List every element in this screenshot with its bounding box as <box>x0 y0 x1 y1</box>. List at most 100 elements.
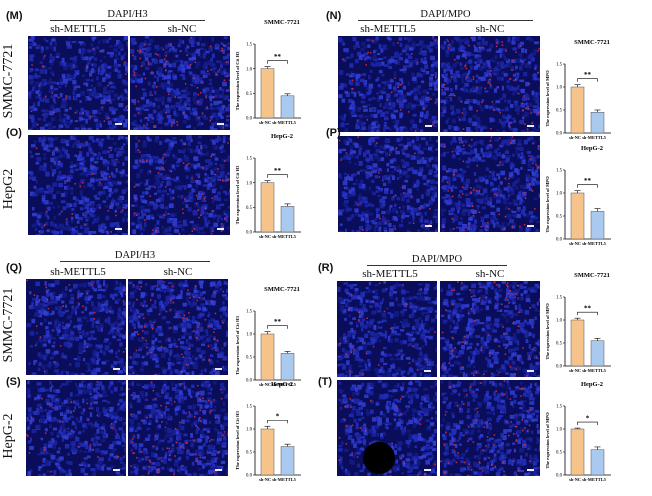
bar-sh-mettl5 <box>281 446 294 475</box>
bar-sh-mettl5 <box>591 112 604 133</box>
micrograph-r-sh-mettl5 <box>337 281 437 377</box>
stain-header-bottom-right: DAPI/MPO <box>367 254 507 266</box>
bar-sh-nc <box>571 87 584 133</box>
y-tick-label: 0.0 <box>246 117 253 122</box>
micrograph-m-sh-mettl5 <box>28 36 128 130</box>
column-label-sh-mettl5: sh-METTL5 <box>28 23 128 35</box>
x-tick-labels: sh-NC sh-METTL5 <box>259 234 297 239</box>
scale-bar <box>115 228 122 230</box>
significance-marker: * <box>586 415 590 423</box>
x-tick-labels: sh-NC sh-METTL5 <box>259 477 297 482</box>
micrograph-s-sh-nc <box>128 380 228 476</box>
bar-sh-nc <box>261 429 274 475</box>
panel-label-r: (R) <box>318 262 333 274</box>
panel-label-t: (T) <box>318 376 332 388</box>
micrograph-texture <box>130 36 230 130</box>
micrograph-texture <box>28 135 128 235</box>
x-tick-labels: sh-NC sh-METTL5 <box>569 241 607 246</box>
panel-label-q: (Q) <box>6 262 22 274</box>
scale-bar <box>424 469 431 471</box>
stain-header-top-left: DAPI/H3 <box>50 9 205 21</box>
x-tick-labels: sh-NC sh-METTL5 <box>569 477 607 482</box>
micrograph-texture <box>26 380 126 476</box>
chart-title: HepG-2 <box>271 133 293 140</box>
bar-sh-mettl5 <box>591 341 604 366</box>
bar-sh-mettl5 <box>591 211 604 239</box>
y-tick-label: 0.0 <box>556 365 563 370</box>
micrograph-p-sh-nc <box>440 136 540 232</box>
micrograph-texture <box>440 281 540 377</box>
micrograph-p-sh-mettl5 <box>338 136 438 232</box>
panel-label-o: (O) <box>6 127 22 139</box>
panel-label-m: (M) <box>6 10 23 22</box>
micrograph-m-sh-nc <box>130 36 230 130</box>
significance-marker: * <box>276 413 280 421</box>
row-label-smmc-7721: SMMC-7721 <box>1 31 19 131</box>
y-tick-label: 0.0 <box>246 474 253 479</box>
bar-sh-nc <box>571 429 584 475</box>
micrograph-texture <box>26 279 126 375</box>
micrograph-s-sh-mettl5 <box>26 380 126 476</box>
significance-marker: ** <box>584 71 592 79</box>
y-tick-label: 1.0 <box>556 192 563 197</box>
y-tick-label: 1.0 <box>556 86 563 91</box>
bar-sh-mettl5 <box>591 450 604 475</box>
y-tick-label: 1.5 <box>246 310 253 315</box>
scale-bar <box>217 228 224 230</box>
column-label-sh-nc: sh-NC <box>440 268 540 280</box>
scale-bar <box>115 123 122 125</box>
y-tick-label: 1.5 <box>556 296 563 301</box>
micrograph-o-sh-mettl5 <box>28 135 128 235</box>
micrograph-texture <box>440 36 540 132</box>
bar-sh-mettl5 <box>281 96 294 118</box>
scale-bar <box>113 469 120 471</box>
micrograph-texture <box>337 380 437 476</box>
column-label-sh-mettl5: sh-METTL5 <box>340 268 440 280</box>
micrograph-n-sh-nc <box>440 36 540 132</box>
y-tick-label: 0.0 <box>556 132 563 137</box>
bar-sh-mettl5 <box>281 206 294 232</box>
y-tick-label: 0.0 <box>246 231 253 236</box>
micrograph-texture <box>440 136 540 232</box>
scale-bar <box>215 469 222 471</box>
micrograph-texture <box>128 279 228 375</box>
micrograph-texture <box>28 36 128 130</box>
scale-bar <box>425 125 432 127</box>
column-label-sh-mettl5: sh-METTL5 <box>338 23 438 35</box>
micrograph-t-sh-mettl5 <box>337 380 437 476</box>
column-label-sh-nc: sh-NC <box>440 23 540 35</box>
bar-sh-nc <box>571 320 584 366</box>
y-axis-label: The expression level of MPO <box>545 176 550 233</box>
chart-title: HepG-2 <box>271 381 293 388</box>
y-tick-label: 1.5 <box>556 63 563 68</box>
y-tick-label: 1.0 <box>556 428 563 433</box>
column-label-sh-nc: sh-NC <box>132 23 232 35</box>
significance-marker: ** <box>274 167 282 175</box>
column-label-sh-mettl5: sh-METTL5 <box>28 266 128 278</box>
micrograph-o-sh-nc <box>130 135 230 235</box>
micrograph-n-sh-mettl5 <box>338 36 438 132</box>
x-tick-labels: sh-NC sh-METTL5 <box>259 120 297 125</box>
micrograph-texture <box>128 380 228 476</box>
scale-bar <box>113 368 120 370</box>
chart-title: SMMC-7721 <box>264 19 300 26</box>
y-tick-label: 1.5 <box>556 405 563 410</box>
y-tick-label: 0.0 <box>556 474 563 479</box>
scale-bar <box>217 123 224 125</box>
micrograph-texture <box>130 135 230 235</box>
bar-sh-nc <box>571 193 584 239</box>
y-tick-label: 1.0 <box>246 428 253 433</box>
y-tick-label: 1.0 <box>246 67 253 72</box>
significance-marker: ** <box>274 53 282 61</box>
row-label-smmc-7721: SMMC-7721 <box>1 275 19 375</box>
significance-marker: ** <box>584 305 592 313</box>
panel-label-n: (N) <box>326 10 341 22</box>
micrograph-q-sh-nc <box>128 279 228 375</box>
y-tick-label: 0.0 <box>556 238 563 243</box>
